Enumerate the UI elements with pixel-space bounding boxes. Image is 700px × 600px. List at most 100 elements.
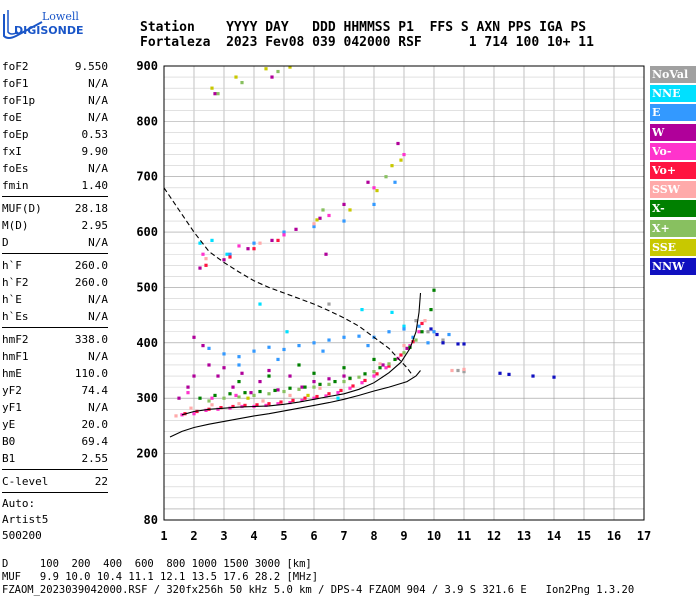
data-point: [261, 399, 265, 403]
data-point: [342, 202, 346, 207]
param-row: foF1p N/A: [2, 92, 108, 109]
data-point: [210, 86, 214, 90]
legend-item: X-: [650, 200, 696, 218]
param-value: 1.40: [81, 179, 109, 192]
legend-item: E: [650, 104, 696, 122]
data-point: [372, 374, 376, 378]
param-value: N/A: [88, 77, 108, 90]
y-tick-label: 80: [144, 513, 158, 527]
data-point: [237, 355, 241, 359]
data-point: [333, 379, 337, 384]
data-point: [237, 379, 241, 384]
data-point: [318, 386, 322, 390]
data-point: [252, 241, 256, 245]
param-row: D N/A: [2, 234, 108, 251]
param-label: hmE: [2, 367, 22, 380]
data-point: [243, 391, 247, 395]
data-point: [435, 332, 439, 337]
logo-line2: DIGISONDE: [14, 24, 83, 37]
x-tick-label: 16: [607, 529, 621, 543]
data-point: [351, 384, 355, 388]
data-point: [357, 375, 361, 379]
footer: D 100 200 400 600 800 1000 1500 3000 [km…: [2, 558, 634, 597]
param-value: 69.4: [81, 435, 109, 448]
data-point: [387, 330, 391, 334]
data-point: [246, 396, 250, 400]
parameter-panel: foF2 9.550 foF1 N/A foF1p N/A foE N/A foEp 0.53 fx…: [2, 58, 108, 544]
x-tick-label: 13: [517, 529, 531, 543]
data-point: [327, 338, 331, 342]
data-point: [198, 266, 202, 270]
footer-muf-row: MUF 9.9 10.0 10.4 11.1 12.1 13.5 17.6 28…: [2, 571, 319, 583]
data-point: [288, 374, 292, 378]
data-point: [231, 385, 235, 389]
profile-curve: [181, 292, 422, 416]
data-point: [213, 393, 217, 398]
param-row: MUF(D) 28.18: [2, 200, 108, 217]
station-header: Station YYYY DAY DDD HHMMSS P1 FFS S AXN…: [140, 20, 594, 50]
data-point: [357, 334, 361, 338]
legend-item: Vo-: [650, 142, 696, 160]
data-point: [342, 366, 346, 370]
legend-item: SSW: [650, 181, 696, 199]
data-point: [237, 363, 241, 367]
data-point: [282, 233, 286, 237]
data-point: [228, 255, 232, 259]
header-values: Fortaleza 2023 Fev08 039 042000 RSF 1 71…: [140, 35, 594, 50]
legend-item: NNW: [650, 257, 696, 275]
data-point: [372, 357, 376, 362]
data-point: [297, 387, 301, 391]
data-point: [267, 368, 271, 373]
auto-version: 500200: [2, 529, 42, 542]
data-point: [315, 394, 319, 399]
data-point: [270, 75, 274, 79]
data-point: [375, 188, 379, 193]
data-point: [207, 363, 211, 367]
data-point: [384, 366, 388, 370]
data-point: [447, 332, 451, 337]
data-point: [318, 382, 322, 386]
data-point: [240, 371, 244, 375]
param-row: h`F 260.0: [2, 257, 108, 274]
data-point: [327, 377, 331, 381]
logo-swoosh-icon: Lowell DIGISONDE: [3, 10, 83, 39]
y-tick-label: 300: [136, 391, 158, 405]
data-point: [252, 393, 256, 398]
data-point: [342, 374, 346, 378]
data-point: [399, 158, 403, 162]
param-value: N/A: [88, 350, 108, 363]
param-label: h`E: [2, 293, 22, 306]
data-point: [189, 406, 193, 410]
digisonde-logo: Lowell DIGISONDE: [2, 6, 92, 42]
data-point: [258, 302, 262, 306]
data-point: [270, 238, 274, 243]
data-point: [222, 396, 226, 400]
param-value: 2.95: [81, 219, 109, 232]
data-point: [246, 247, 250, 251]
x-tick-label: 2: [190, 529, 197, 543]
param-label: h`F: [2, 259, 22, 272]
data-point: [327, 213, 331, 218]
data-point: [210, 396, 214, 400]
data-point: [243, 403, 247, 407]
data-point: [321, 349, 325, 353]
y-tick-label: 700: [136, 170, 158, 184]
data-point: [441, 338, 445, 342]
data-point: [312, 396, 316, 400]
x-tick-label: 7: [340, 529, 347, 543]
data-point: [276, 357, 280, 362]
data-point: [414, 338, 418, 342]
footer-distance-row: D 100 200 400 600 800 1000 1500 3000 [km…: [2, 558, 312, 570]
param-label: h`Es: [2, 310, 29, 323]
data-point: [306, 393, 310, 398]
data-point: [288, 65, 292, 69]
data-point: [420, 330, 424, 334]
data-point: [267, 392, 271, 396]
param-value: 110.0: [74, 367, 108, 380]
param-value: 28.18: [74, 202, 108, 215]
data-point: [312, 379, 316, 384]
param-row: h`E N/A: [2, 291, 108, 308]
data-point: [177, 396, 181, 400]
y-tick-label: 400: [136, 336, 158, 350]
data-point: [498, 371, 502, 375]
